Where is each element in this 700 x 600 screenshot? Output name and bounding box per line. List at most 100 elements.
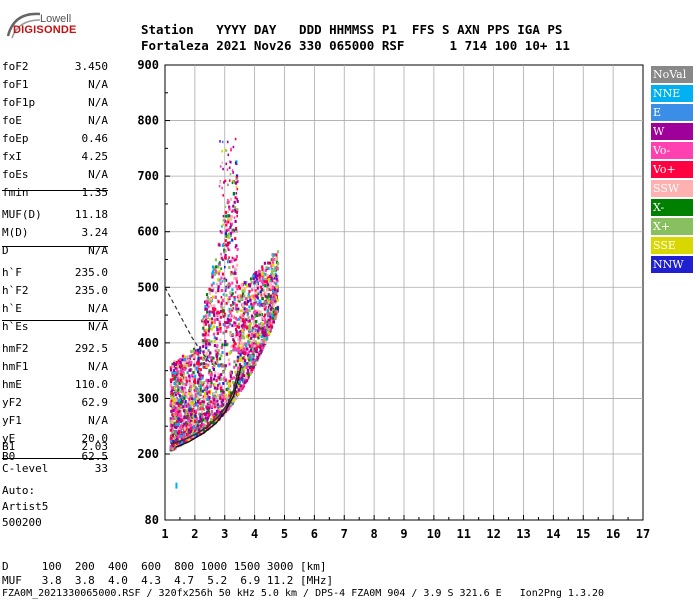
echo-point — [231, 303, 234, 307]
echo-point — [194, 374, 197, 378]
echo-point — [264, 341, 267, 344]
echo-point — [267, 283, 270, 287]
echo-point — [207, 305, 210, 309]
echo-point — [225, 249, 227, 253]
echo-point — [236, 309, 239, 313]
echo-point — [276, 298, 279, 302]
echo-point — [212, 307, 215, 311]
echo-point — [270, 296, 273, 300]
echo-point — [225, 301, 228, 305]
echo-point — [216, 357, 219, 361]
x-tick-label: 11 — [457, 527, 471, 541]
footer-file-info: FZA0M_2021330065000.RSF / 320fx256h 50 k… — [2, 588, 605, 599]
echo-point — [220, 400, 223, 404]
echo-point — [236, 208, 239, 211]
echo-point — [172, 364, 175, 368]
echo-point — [243, 365, 246, 369]
echo-point — [200, 362, 203, 366]
echo-point — [253, 280, 256, 284]
echo-point — [203, 380, 206, 384]
echo-point — [240, 375, 243, 379]
echo-point — [243, 302, 246, 306]
x-tick-label: 7 — [341, 527, 348, 541]
echo-point — [235, 174, 239, 178]
echo-point — [222, 364, 225, 368]
echo-point — [178, 413, 181, 417]
echo-point — [199, 387, 202, 391]
echo-point — [242, 323, 245, 327]
echo-point — [244, 342, 247, 346]
echo-point — [184, 427, 187, 431]
echo-point — [252, 341, 255, 345]
echo-point — [268, 304, 271, 307]
echo-point — [225, 329, 228, 333]
echo-point — [179, 357, 182, 361]
echo-point — [248, 363, 251, 366]
echo-point — [213, 412, 216, 416]
echo-point — [195, 409, 198, 413]
x-tick-label: 8 — [371, 527, 378, 541]
echo-point — [262, 288, 265, 292]
echo-point — [228, 393, 231, 397]
param-value: 235.0 — [74, 266, 108, 279]
echo-point — [238, 384, 241, 388]
echo-point — [186, 411, 189, 415]
param-row-he: h`E N/A — [2, 302, 108, 321]
echo-point — [217, 300, 220, 304]
echo-point — [259, 304, 262, 308]
echo-point — [247, 320, 250, 323]
echo-point — [222, 293, 225, 296]
x-tick-label: 9 — [400, 527, 407, 541]
echo-point — [259, 346, 262, 350]
echo-point — [258, 332, 261, 336]
echo-point — [261, 321, 264, 325]
echo-point — [272, 303, 275, 307]
echo-point — [190, 428, 193, 432]
echo-point — [174, 401, 177, 405]
echo-point — [229, 351, 232, 354]
echo-point — [250, 354, 253, 358]
param-key: foF2 — [2, 60, 29, 73]
echo-point — [273, 295, 276, 299]
echo-point — [182, 433, 185, 437]
echo-point — [223, 314, 226, 317]
echo-point — [247, 316, 250, 320]
echo-point — [252, 294, 255, 298]
echo-point — [176, 410, 179, 414]
echo-point — [178, 422, 181, 426]
echo-point — [246, 364, 249, 368]
echo-point — [175, 367, 179, 371]
echo-point — [217, 265, 220, 269]
echo-point — [178, 440, 181, 444]
echo-point — [276, 275, 279, 279]
echo-point — [249, 334, 252, 338]
echo-point — [174, 382, 177, 386]
echo-point — [233, 257, 235, 260]
echo-point — [255, 283, 258, 287]
echo-point — [194, 395, 197, 399]
echo-point — [264, 325, 267, 329]
echo-point — [248, 358, 251, 362]
echo-point — [242, 380, 245, 384]
param-key: h`F — [2, 266, 22, 279]
echo-point — [239, 358, 242, 362]
echo-point — [213, 383, 216, 387]
echo-point — [210, 381, 213, 385]
echo-point — [174, 366, 177, 370]
echo-point — [204, 331, 207, 335]
echo-point — [230, 234, 232, 237]
echo-point — [206, 392, 209, 396]
echo-point — [247, 333, 250, 337]
echo-point — [173, 436, 176, 440]
echo-point — [186, 410, 189, 414]
echo-point — [222, 370, 225, 374]
echo-point — [225, 229, 228, 232]
echo-point — [260, 302, 263, 306]
echo-point — [244, 323, 247, 326]
echo-point — [229, 374, 232, 378]
echo-point — [257, 336, 260, 340]
ionogram-plot: 1 2 3 4 5 6 7 8 9 10 11 12 13 14 15 16 17900800700600500… — [137, 58, 650, 541]
echo-point — [248, 325, 251, 329]
echo-point — [275, 274, 278, 278]
echo-point — [170, 409, 173, 413]
